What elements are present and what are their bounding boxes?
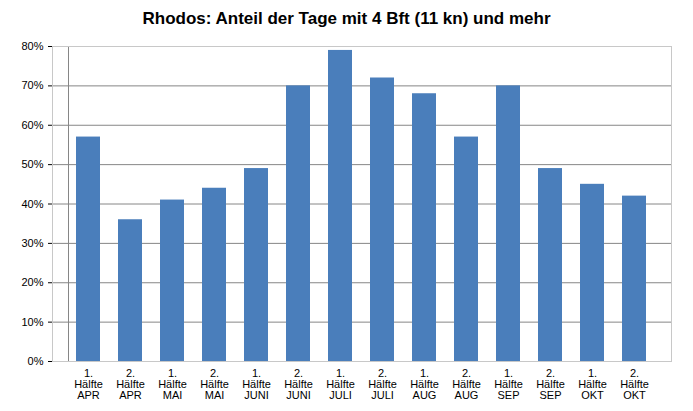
svg-text:2.HälfteMAI: 2.HälfteMAI [200, 367, 229, 401]
svg-text:1.HälfteJULI: 1.HälfteJULI [326, 367, 355, 401]
svg-text:1.HälfteSEP: 1.HälfteSEP [494, 367, 523, 401]
svg-text:1.HälfteAUG: 1.HälfteAUG [410, 367, 439, 401]
svg-text:1.HälfteOKT: 1.HälfteOKT [578, 367, 607, 401]
svg-text:10%: 10% [21, 316, 43, 328]
svg-text:0%: 0% [28, 355, 44, 367]
svg-text:80%: 80% [21, 40, 43, 52]
svg-text:50%: 50% [21, 158, 43, 170]
svg-text:60%: 60% [21, 119, 43, 131]
svg-text:2.HälfteAPR: 2.HälfteAPR [116, 367, 145, 401]
svg-text:70%: 70% [21, 79, 43, 91]
svg-text:1.HälfteJUNI: 1.HälfteJUNI [242, 367, 271, 401]
svg-text:2.HälfteAUG: 2.HälfteAUG [452, 367, 481, 401]
svg-text:1.HälfteMAI: 1.HälfteMAI [158, 367, 187, 401]
svg-text:2.HälfteSEP: 2.HälfteSEP [536, 367, 565, 401]
svg-text:2.HälfteOKT: 2.HälfteOKT [620, 367, 649, 401]
svg-text:1.HälfteAPR: 1.HälfteAPR [74, 367, 103, 401]
html-text:Rhodos: Anteil der Tage mit 4: Rhodos: Anteil der Tage mit 4 Bft (11 kn… [142, 9, 551, 28]
svg-text:30%: 30% [21, 237, 43, 249]
svg-text:2.HälfteJULI: 2.HälfteJULI [368, 367, 397, 401]
svg-text:2.HälfteJUNI: 2.HälfteJUNI [284, 367, 313, 401]
svg-text:20%: 20% [21, 276, 43, 288]
svg-text:40%: 40% [21, 198, 43, 210]
